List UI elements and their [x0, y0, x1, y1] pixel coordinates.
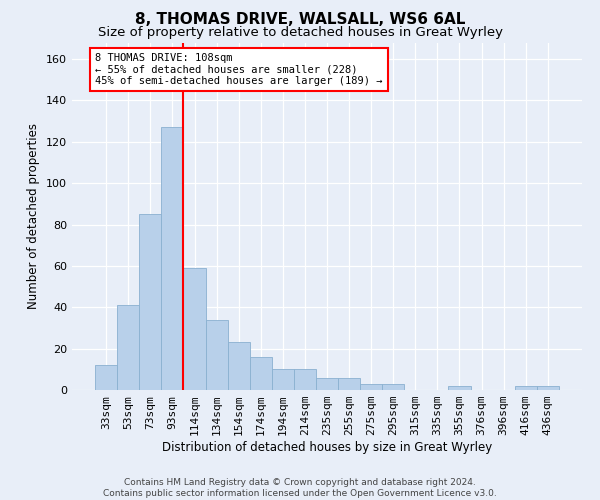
Bar	[139, 214, 161, 390]
Text: Contains HM Land Registry data © Crown copyright and database right 2024.
Contai: Contains HM Land Registry data © Crown c…	[103, 478, 497, 498]
Bar	[206, 320, 227, 390]
Bar	[360, 384, 382, 390]
Bar	[95, 365, 117, 390]
Bar	[537, 386, 559, 390]
Bar	[250, 357, 272, 390]
X-axis label: Distribution of detached houses by size in Great Wyrley: Distribution of detached houses by size …	[162, 441, 492, 454]
Text: 8 THOMAS DRIVE: 108sqm
← 55% of detached houses are smaller (228)
45% of semi-de: 8 THOMAS DRIVE: 108sqm ← 55% of detached…	[95, 53, 383, 86]
Bar	[294, 370, 316, 390]
Bar	[515, 386, 537, 390]
Bar	[161, 128, 184, 390]
Bar	[117, 305, 139, 390]
Text: 8, THOMAS DRIVE, WALSALL, WS6 6AL: 8, THOMAS DRIVE, WALSALL, WS6 6AL	[135, 12, 465, 28]
Bar	[227, 342, 250, 390]
Bar	[272, 370, 294, 390]
Bar	[382, 384, 404, 390]
Text: Size of property relative to detached houses in Great Wyrley: Size of property relative to detached ho…	[97, 26, 503, 39]
Bar	[316, 378, 338, 390]
Bar	[338, 378, 360, 390]
Bar	[184, 268, 206, 390]
Y-axis label: Number of detached properties: Number of detached properties	[28, 123, 40, 309]
Bar	[448, 386, 470, 390]
